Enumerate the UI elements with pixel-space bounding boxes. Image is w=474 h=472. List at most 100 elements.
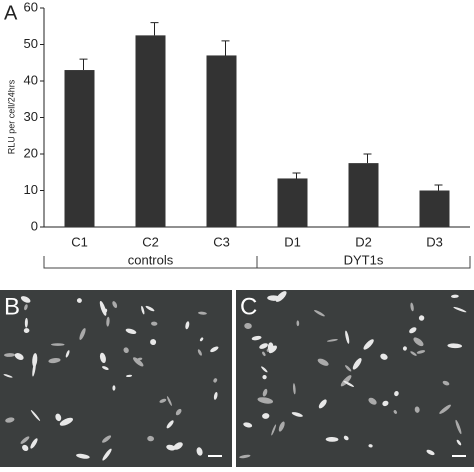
cell — [343, 380, 354, 387]
bar — [277, 178, 308, 227]
cell — [166, 444, 176, 451]
cell — [20, 296, 31, 303]
cell — [262, 374, 267, 380]
cell — [125, 328, 137, 335]
cell — [133, 357, 144, 367]
cell — [20, 436, 30, 444]
y-tick-label: 0 — [31, 218, 38, 233]
cell — [345, 365, 352, 372]
cell — [426, 449, 435, 456]
cell — [30, 438, 38, 449]
cell — [318, 399, 327, 409]
cell — [456, 439, 462, 446]
cell — [239, 454, 251, 459]
cell — [267, 342, 274, 352]
x-tick-label: D1 — [284, 234, 301, 249]
cell — [197, 349, 202, 356]
cell — [262, 351, 266, 357]
error-bar — [79, 58, 88, 71]
cell — [198, 311, 207, 315]
group-label: controls — [128, 252, 174, 267]
cell — [257, 397, 274, 404]
cell — [368, 444, 373, 448]
x-tick-label: D3 — [426, 234, 443, 249]
cell — [123, 347, 129, 354]
cells — [3, 291, 467, 461]
cell — [278, 421, 285, 432]
x-tick-label: C2 — [142, 234, 159, 249]
cell — [4, 353, 16, 357]
x-tick-label: C1 — [71, 234, 88, 249]
cell — [326, 339, 338, 342]
group-label: DYT1s — [344, 252, 384, 267]
cell — [51, 343, 65, 346]
cell — [210, 346, 219, 353]
micrograph-b — [0, 290, 232, 467]
cell — [414, 406, 420, 413]
cell — [106, 316, 110, 327]
cell — [65, 350, 70, 358]
y-tick-label: 20 — [24, 145, 38, 160]
bar — [206, 55, 237, 228]
cell — [166, 396, 172, 406]
cell — [173, 442, 183, 450]
cell — [102, 366, 109, 371]
cell — [22, 444, 29, 451]
cell — [267, 295, 281, 301]
y-axis-label: RLU per cell/24hrs — [6, 79, 16, 154]
y-tick-label: 40 — [24, 72, 38, 87]
panel-label: A — [4, 2, 18, 24]
cell — [380, 353, 388, 360]
cell — [112, 385, 116, 391]
cell — [145, 305, 155, 312]
cell — [259, 343, 268, 349]
x-tick-label: D2 — [355, 234, 372, 249]
cell — [213, 378, 218, 383]
cell — [55, 413, 62, 422]
cell — [442, 380, 450, 386]
cell — [451, 294, 459, 298]
cell — [410, 351, 417, 356]
error-bar — [434, 184, 443, 191]
cell — [447, 343, 463, 349]
cell — [76, 298, 82, 303]
y-tick-label: 60 — [24, 0, 38, 14]
cell — [24, 304, 28, 311]
group-bracket — [256, 256, 471, 269]
cell — [352, 358, 362, 370]
cell — [5, 417, 15, 423]
cell — [99, 352, 106, 363]
cell — [159, 398, 167, 403]
cell — [3, 374, 13, 378]
cell — [345, 330, 350, 344]
cell — [137, 357, 143, 361]
cell — [213, 391, 218, 400]
cell — [418, 315, 425, 321]
error-bar — [221, 40, 230, 56]
cell — [23, 328, 30, 333]
y-tick-label: 30 — [24, 109, 38, 124]
cell — [363, 339, 374, 350]
cell — [150, 339, 157, 346]
error-bar — [292, 172, 301, 179]
cell — [343, 435, 349, 441]
panel-label: C — [240, 293, 257, 320]
error-bar — [363, 153, 372, 164]
cell — [166, 420, 174, 429]
bar — [64, 70, 95, 227]
cell — [368, 397, 377, 405]
cell — [325, 436, 339, 442]
cell — [251, 335, 262, 341]
cell — [151, 321, 158, 326]
cell — [413, 337, 424, 347]
cell — [410, 302, 414, 312]
bar — [348, 163, 379, 227]
panel-label: B — [4, 293, 20, 320]
cell — [271, 424, 277, 436]
cell — [261, 366, 268, 373]
cell — [32, 353, 38, 367]
cell — [453, 306, 467, 313]
micrograph-c — [236, 290, 474, 467]
cell — [409, 327, 417, 334]
cell — [439, 404, 451, 414]
